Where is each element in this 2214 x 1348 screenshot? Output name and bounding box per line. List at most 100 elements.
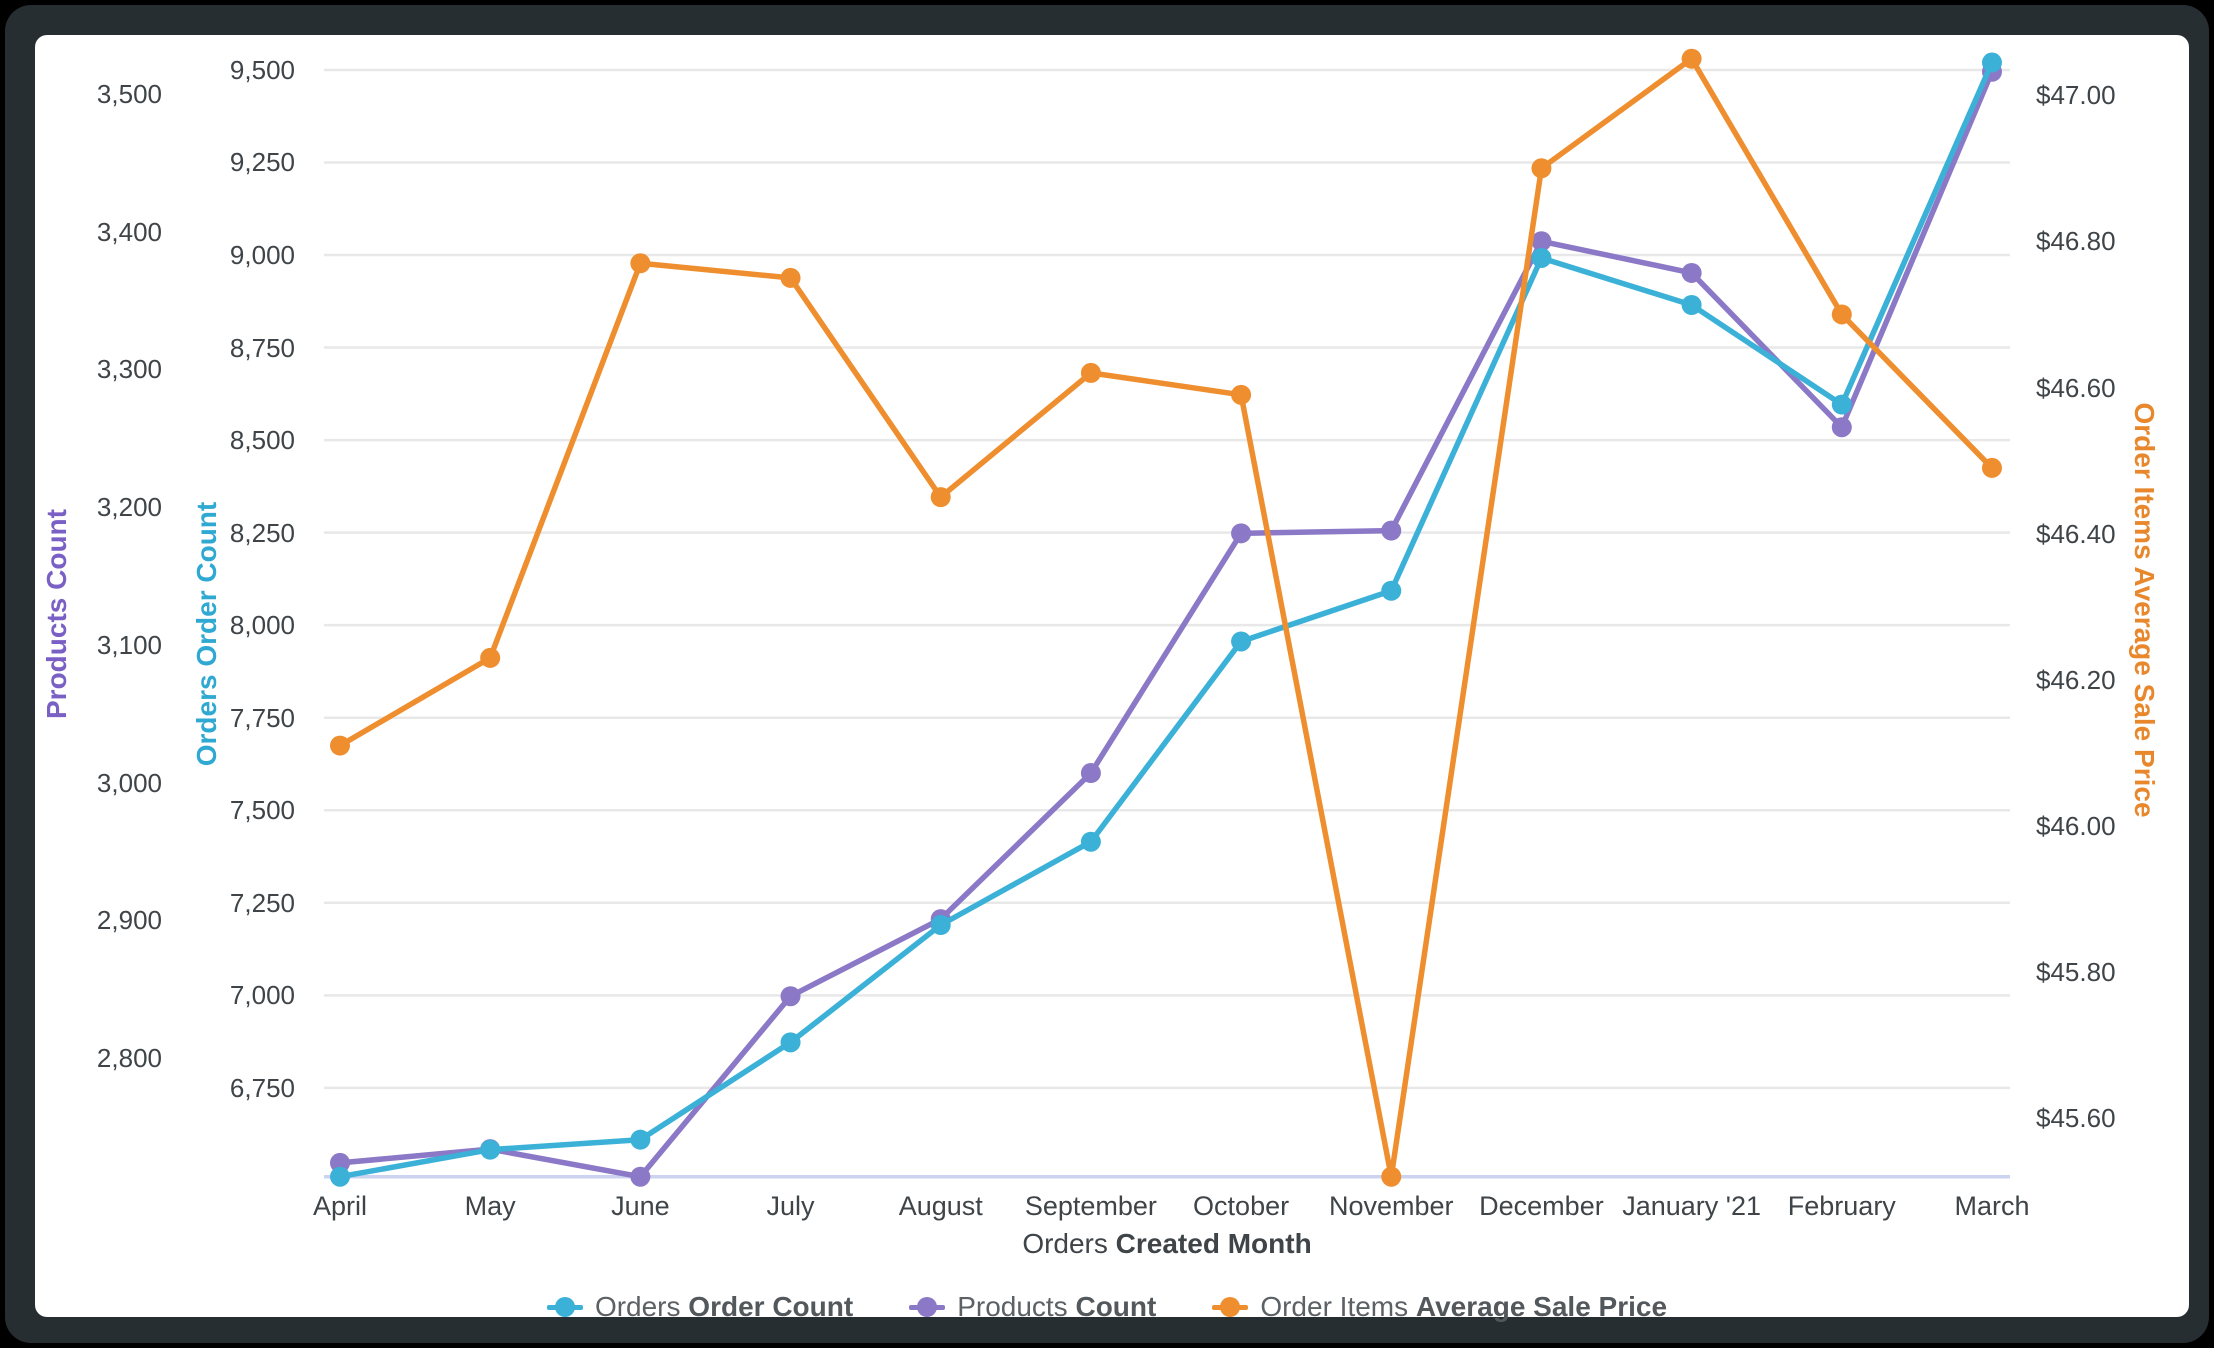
legend-label-bold: Order Count <box>688 1291 854 1322</box>
orders-tick-label: 9,000 <box>229 240 295 271</box>
chart-legend: Orders Order Count Products Count Order It… <box>0 1288 2214 1326</box>
price-tick-label: $47.00 <box>2036 80 2116 111</box>
data-point-products <box>1681 262 1702 283</box>
series-line-price <box>337 55 1995 1180</box>
legend-marker-dot <box>917 1297 938 1317</box>
data-point-price <box>630 253 651 274</box>
series-line-products <box>337 69 1995 1180</box>
data-point-products <box>1231 523 1252 544</box>
x-axis-label: July <box>766 1191 815 1221</box>
legend-item-orders[interactable]: Orders Order Count <box>546 1291 853 1323</box>
price-axis-title: Order Items Average Sale Price <box>2129 402 2160 818</box>
data-point-price <box>1681 48 1702 69</box>
orders-tick-label: 7,000 <box>229 980 295 1011</box>
legend-label: Orders Order Count <box>595 1291 853 1323</box>
data-point-products <box>330 1152 350 1173</box>
series-line-orders <box>337 59 1995 1180</box>
products-tick-label: 3,100 <box>96 629 162 660</box>
x-axis-label: December <box>1479 1191 1604 1221</box>
data-point-products <box>1381 520 1402 541</box>
legend-label-bold: Count <box>1075 1291 1157 1322</box>
price-tick-label: $46.20 <box>2036 664 2116 695</box>
products-tick-label: 3,200 <box>96 492 162 523</box>
data-point-price <box>780 267 801 288</box>
price-tick-label: $45.80 <box>2036 957 2116 988</box>
orders-tick-label: 8,250 <box>229 517 295 548</box>
data-point-orders <box>330 1166 350 1187</box>
orders-tick-label: 6,750 <box>229 1072 295 1103</box>
price-tick-label: $45.60 <box>2036 1103 2116 1134</box>
data-point-price <box>1531 158 1552 179</box>
products-tick-label: 3,000 <box>96 767 162 798</box>
data-point-orders <box>780 1032 801 1053</box>
orders-tick-label: 8,500 <box>229 425 295 456</box>
data-point-orders <box>930 914 951 935</box>
data-point-orders <box>1681 294 1702 315</box>
data-point-orders <box>630 1129 651 1150</box>
x-axis-label: October <box>1193 1191 1290 1221</box>
data-point-orders <box>1231 631 1252 652</box>
x-axis-label: February <box>1787 1191 1896 1221</box>
window-frame <box>5 5 2209 1343</box>
legend-label: Order Items Average Sale Price <box>1260 1291 1667 1323</box>
data-point-orders <box>1080 831 1101 852</box>
legend-marker-icon <box>909 1296 946 1318</box>
x-axis-label: June <box>611 1191 670 1221</box>
legend-label-regular: Orders <box>594 1291 689 1322</box>
legend-marker-icon <box>546 1296 583 1318</box>
data-point-price <box>1831 304 1852 325</box>
orders-axis-title: Orders Order Count <box>191 501 222 767</box>
products-tick-label: 3,500 <box>96 78 162 109</box>
x-axis-label: January '21 <box>1622 1191 1761 1221</box>
price-tick-label: $46.60 <box>2036 372 2116 403</box>
legend-item-products[interactable]: Products Count <box>909 1291 1156 1323</box>
data-point-orders <box>1831 394 1852 415</box>
data-point-products <box>1831 417 1852 438</box>
x-axis-title-regular: Orders <box>1022 1228 1108 1259</box>
data-point-products <box>1080 763 1101 784</box>
x-axis-label: May <box>464 1191 516 1221</box>
legend-marker-dot <box>1220 1297 1241 1317</box>
products-tick-label: 3,400 <box>96 216 162 247</box>
orders-tick-label: 9,500 <box>229 54 295 85</box>
legend-label: Products Count <box>957 1291 1156 1323</box>
orders-tick-label: 7,750 <box>229 702 295 733</box>
data-point-products <box>630 1166 651 1187</box>
x-axis-label: August <box>898 1191 983 1221</box>
data-point-price <box>1381 1166 1402 1187</box>
data-point-orders <box>1531 247 1552 268</box>
orders-tick-label: 8,000 <box>229 610 295 641</box>
legend-marker-dot <box>554 1297 575 1317</box>
data-point-price <box>930 487 951 508</box>
orders-tick-label: 7,250 <box>229 887 295 918</box>
data-point-price <box>1981 457 2002 478</box>
data-point-price <box>1231 384 1252 405</box>
data-point-products <box>1531 231 1552 252</box>
products-tick-label: 2,800 <box>96 1043 162 1074</box>
legend-label-regular: Products <box>957 1291 1076 1322</box>
chart-card <box>35 35 2189 1317</box>
products-tick-label: 3,300 <box>96 354 162 385</box>
products-axis-title: Products Count <box>41 509 72 719</box>
data-point-orders <box>1381 580 1402 601</box>
data-point-orders <box>480 1139 501 1160</box>
legend-marker-icon <box>1212 1296 1249 1318</box>
legend-label-regular: Order Items <box>1260 1291 1416 1322</box>
data-point-price <box>480 647 501 668</box>
price-tick-label: $46.80 <box>2036 226 2116 257</box>
legend-item-price[interactable]: Order Items Average Sale Price <box>1212 1291 1667 1323</box>
price-tick-label: $46.40 <box>2036 518 2116 549</box>
x-axis-title: Orders Created Month <box>717 1228 1617 1260</box>
data-point-orders <box>1981 52 2002 73</box>
orders-tick-label: 8,750 <box>229 332 295 363</box>
data-point-price <box>1080 362 1101 383</box>
data-point-price <box>330 735 350 756</box>
price-tick-label: $46.00 <box>2036 810 2116 841</box>
data-point-products <box>780 986 801 1007</box>
legend-label-bold: Average Sale Price <box>1415 1291 1668 1322</box>
x-axis-label: September <box>1024 1191 1157 1221</box>
x-axis-label: November <box>1328 1191 1454 1221</box>
orders-tick-label: 9,250 <box>229 147 295 178</box>
x-axis-title-bold: Created Month <box>1115 1228 1312 1259</box>
